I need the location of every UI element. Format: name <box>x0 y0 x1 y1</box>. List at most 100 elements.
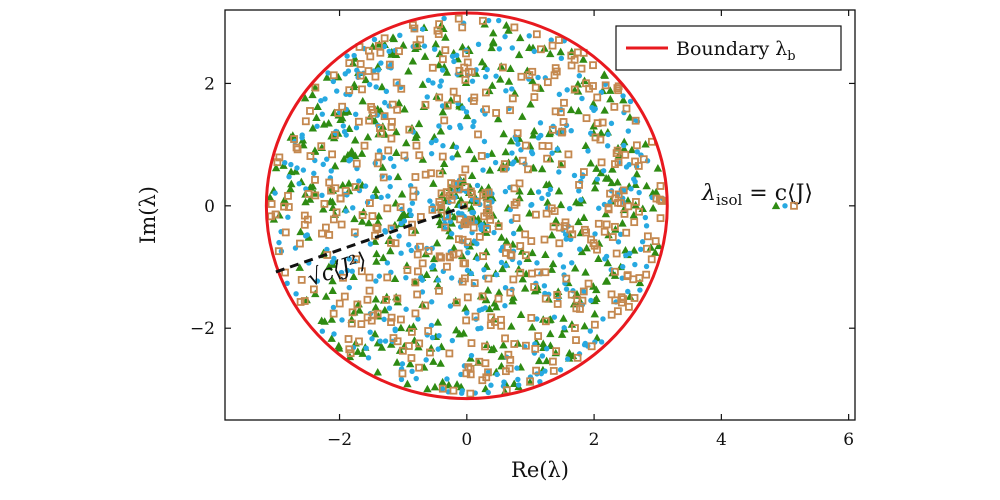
point-square <box>593 93 602 102</box>
point-square <box>647 255 656 264</box>
point-triangle <box>432 238 442 247</box>
point-square <box>485 211 494 220</box>
point-triangle <box>353 347 362 355</box>
point-triangle <box>542 356 551 365</box>
point-circle <box>495 17 502 24</box>
point-circle <box>628 186 634 192</box>
point-square <box>452 298 461 307</box>
point-square <box>590 320 599 329</box>
point-square <box>355 337 363 346</box>
point-triangle <box>556 200 566 209</box>
point-square <box>408 228 417 237</box>
point-square <box>499 164 508 173</box>
point-circle <box>474 182 481 189</box>
point-square <box>469 223 478 232</box>
point-square <box>522 341 530 350</box>
point-circle <box>406 242 412 248</box>
point-triangle <box>435 49 445 58</box>
point-triangle <box>611 225 620 233</box>
point-square <box>612 249 621 258</box>
point-circle <box>637 287 643 293</box>
point-triangle <box>608 165 617 173</box>
point-triangle <box>422 270 431 279</box>
point-circle <box>458 371 464 378</box>
point-square <box>458 277 467 286</box>
point-circle <box>427 198 433 204</box>
point-square <box>548 125 557 134</box>
point-circle <box>328 168 334 174</box>
point-triangle <box>397 189 407 198</box>
point-square <box>284 191 292 200</box>
point-circle <box>440 143 446 149</box>
point-triangle <box>581 141 591 150</box>
point-square <box>582 79 590 88</box>
point-square <box>531 344 540 353</box>
point-triangle <box>497 352 506 360</box>
point-triangle <box>430 382 440 391</box>
point-triangle <box>319 204 328 213</box>
point-triangle <box>494 114 503 123</box>
point-square <box>442 188 451 197</box>
point-triangle <box>391 198 400 207</box>
point-square <box>353 300 362 309</box>
point-triangle <box>496 75 505 83</box>
point-circle <box>334 88 340 94</box>
point-circle <box>351 52 357 59</box>
point-triangle <box>399 209 409 218</box>
point-circle <box>362 183 369 189</box>
point-square <box>334 109 343 117</box>
point-square <box>582 114 591 123</box>
point-circle <box>556 91 563 98</box>
point-square <box>509 275 518 284</box>
point-circle <box>480 167 486 173</box>
point-square <box>527 314 536 322</box>
point-triangle <box>419 102 429 111</box>
point-square <box>613 307 622 316</box>
point-circle <box>475 41 482 48</box>
point-circle <box>513 136 519 142</box>
point-circle <box>469 78 476 84</box>
point-triangle <box>467 203 476 212</box>
point-triangle <box>461 304 470 312</box>
point-square <box>292 143 301 152</box>
point-square <box>435 286 443 295</box>
point-triangle <box>420 52 430 60</box>
point-triangle <box>579 55 588 63</box>
point-circle <box>344 53 350 59</box>
point-square <box>348 308 357 317</box>
point-square <box>532 30 541 39</box>
point-circle <box>470 123 476 130</box>
point-triangle <box>504 77 514 85</box>
point-triangle <box>603 258 612 267</box>
point-triangle <box>600 106 609 114</box>
point-triangle <box>340 108 349 116</box>
point-square <box>396 203 405 212</box>
point-triangle <box>387 50 396 58</box>
point-circle <box>431 46 438 52</box>
point-square <box>437 205 446 214</box>
point-square <box>309 285 318 294</box>
point-circle <box>419 289 426 295</box>
point-square <box>534 332 543 340</box>
point-square <box>560 222 569 230</box>
point-square <box>374 152 383 161</box>
point-triangle <box>286 184 295 193</box>
point-square <box>550 71 559 80</box>
point-triangle <box>653 164 663 172</box>
radius-dashed-line <box>275 204 468 274</box>
x-tick-label: −2 <box>327 430 352 450</box>
point-square <box>526 377 534 386</box>
point-square <box>387 134 396 143</box>
point-square <box>512 214 521 223</box>
point-square <box>275 153 284 162</box>
point-square <box>530 93 539 101</box>
point-square <box>376 48 385 57</box>
point-circle <box>294 165 300 171</box>
point-triangle <box>452 325 461 334</box>
point-square <box>344 335 353 343</box>
point-square <box>463 217 472 226</box>
point-circle <box>438 78 445 84</box>
point-circle <box>620 93 626 99</box>
point-circle <box>318 98 324 104</box>
point-circle <box>451 58 457 65</box>
